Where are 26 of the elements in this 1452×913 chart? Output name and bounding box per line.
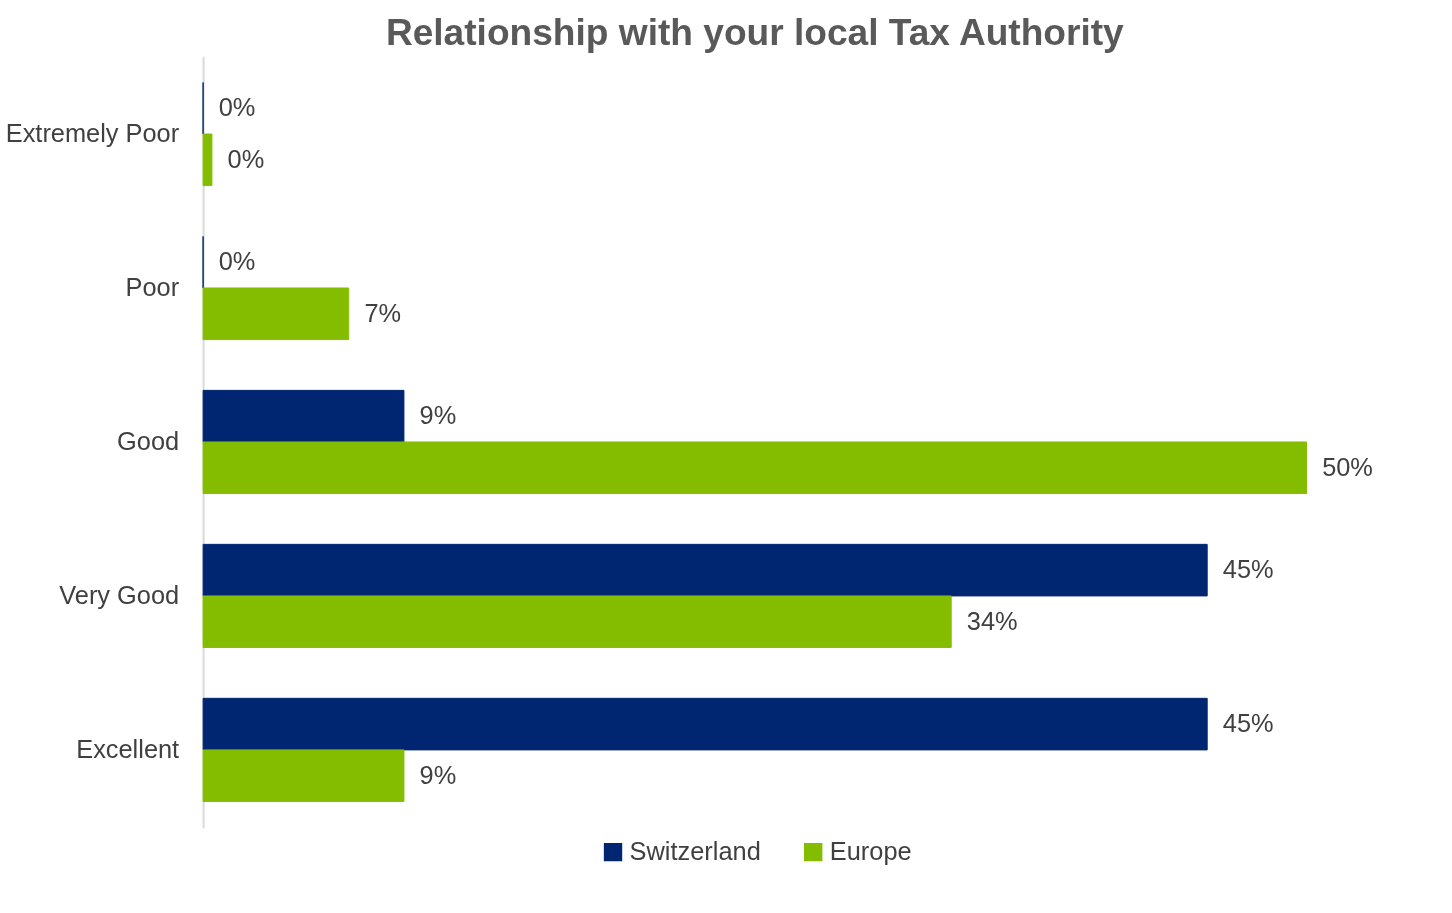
bar — [202, 441, 1307, 495]
data-label: 50% — [1322, 452, 1373, 481]
y-tick-label: Very Good — [59, 580, 180, 609]
bar — [202, 287, 350, 341]
bar — [202, 595, 952, 648]
y-tick-label: Good — [117, 426, 180, 455]
bar — [202, 749, 405, 802]
bar — [202, 389, 405, 443]
y-tick-label: Poor — [125, 272, 180, 301]
y-tick-label: Extremely Poor — [5, 118, 180, 147]
data-label: 9% — [419, 400, 457, 429]
data-label: 34% — [966, 606, 1018, 635]
bar — [202, 543, 1208, 597]
chart-title: Relationship with your local Tax Authority — [385, 10, 1125, 53]
data-label: 45% — [1222, 708, 1274, 737]
legend-label: Europe — [829, 836, 912, 865]
data-label: 0% — [227, 144, 265, 173]
data-label: 7% — [364, 298, 402, 327]
legend-label: Switzerland — [629, 836, 761, 865]
data-label: 45% — [1222, 554, 1274, 583]
bar — [202, 133, 213, 187]
bar — [202, 697, 1208, 751]
data-label: 9% — [419, 760, 457, 789]
data-label: 0% — [218, 93, 256, 122]
y-tick-label: Excellent — [76, 734, 180, 763]
data-label: 0% — [218, 247, 256, 275]
